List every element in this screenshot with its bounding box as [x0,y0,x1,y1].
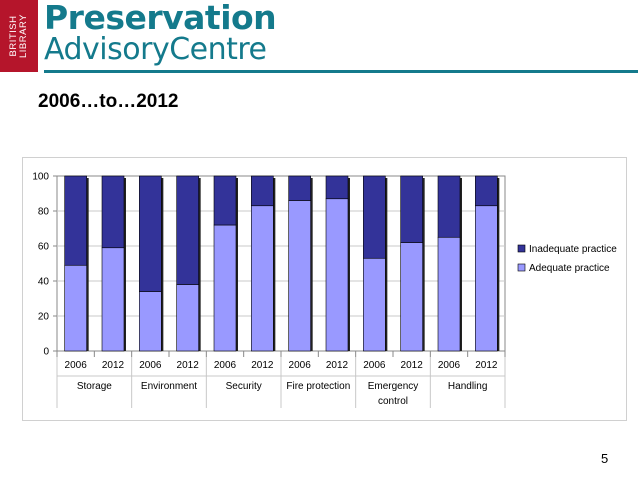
bar-inadequate [363,175,386,259]
x-tick-label: 2012 [251,360,274,371]
brand-title-line1: Preservation [44,0,277,37]
bar-adequate [400,242,423,352]
x-tick-label: 2006 [289,360,312,371]
group-label: Security [226,381,262,392]
x-tick-label: 2006 [438,360,461,371]
bar-adequate [437,236,461,352]
y-tick-label: 60 [38,242,50,253]
bar-inadequate [288,175,311,201]
legend-swatch [517,263,526,272]
brand-title-line2: AdvisoryCentre [44,32,267,67]
y-tick-label: 80 [38,207,50,218]
plot-area [56,175,506,352]
x-tick-label: 2006 [363,360,386,371]
group-label: Storage [77,381,112,392]
bar-adequate [139,291,162,352]
bar-adequate [475,205,498,352]
x-tick-label: 2012 [326,360,349,371]
y-tick-label: 0 [43,347,49,358]
bar-adequate [176,284,199,352]
bar-adequate [251,205,274,352]
bar-inadequate [64,175,87,266]
page-number: 5 [601,451,609,466]
bar-adequate [325,198,349,352]
group-label: Fire protection [286,381,350,392]
x-tick-label: 2006 [139,360,162,371]
group-label: Emergency [368,381,419,392]
bar-inadequate [400,175,423,243]
x-tick-label: 2006 [65,360,88,371]
group-label: Handling [448,381,487,392]
bar-inadequate [101,175,125,249]
bar-inadequate [213,175,237,226]
y-tick-label: 100 [32,172,49,183]
bar-adequate [213,224,237,352]
legend-label: Adequate practice [529,263,610,274]
bar-inadequate [325,175,349,200]
y-tick-label: 20 [38,312,50,323]
header-divider [44,70,638,73]
bar-adequate [288,200,311,352]
bar-inadequate [437,175,461,238]
bar-adequate [363,257,386,352]
bar-inadequate [176,175,199,285]
bar-inadequate [251,175,274,207]
bar-adequate [64,264,87,352]
x-tick-label: 2012 [102,360,125,371]
bar-inadequate [139,175,162,292]
group-label: control [378,396,408,407]
legend-label: Inadequate practice [529,244,617,255]
group-label: Environment [141,381,197,392]
x-tick-label: 2006 [214,360,237,371]
x-tick-label: 2012 [475,360,498,371]
bar-adequate [101,247,125,352]
bar-inadequate [475,175,498,207]
y-tick-label: 40 [38,277,50,288]
slide-title: 2006…to…2012 [38,91,179,112]
british-library-logo: BRITISH LIBRARY [0,0,38,72]
legend-swatch [517,244,526,253]
chart-frame [22,157,627,421]
x-tick-label: 2012 [401,360,424,371]
x-tick-label: 2012 [177,360,200,371]
